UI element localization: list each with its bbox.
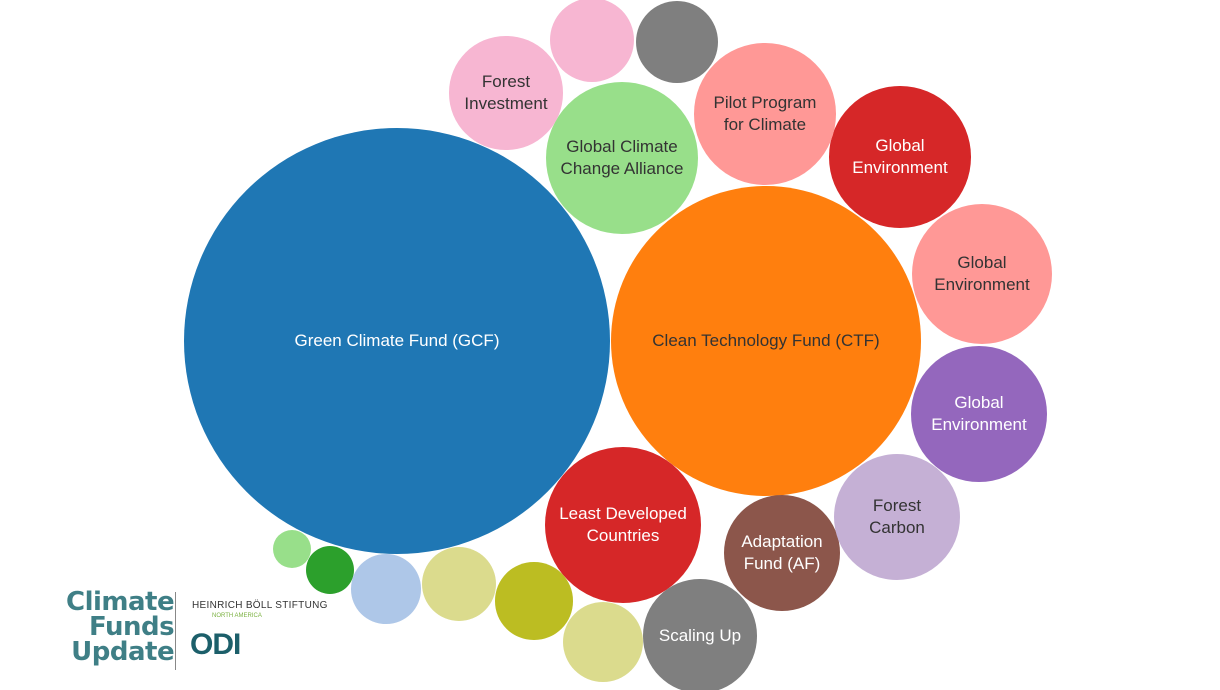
bubble: Global Climate Change Alliance (545, 81, 699, 235)
bubble: Pilot Program for Climate (694, 43, 836, 185)
bubble (305, 545, 355, 595)
bubble: Forest Investment (449, 36, 563, 150)
logo-text: Funds (89, 612, 175, 642)
logo-odi: ODI (190, 628, 241, 661)
bubble (563, 602, 643, 682)
bubble: Green Climate Fund (GCF) (183, 127, 611, 555)
bubble: Adaptation Fund (AF) (723, 494, 841, 612)
bubble: Global Environment (912, 204, 1052, 344)
bubble-label: Forest Carbon (869, 495, 925, 537)
bubble (549, 0, 635, 83)
bubble: Global Environment (829, 86, 971, 228)
logo-separator (175, 592, 176, 670)
bubble (421, 546, 497, 622)
bubble-label: Clean Technology Fund (CTF) (652, 330, 880, 350)
bubble: Forest Carbon (833, 453, 961, 581)
bubble (495, 562, 573, 640)
bubble: Clean Technology Fund (CTF) (611, 186, 921, 496)
bubble: Scaling Up (643, 579, 757, 690)
bubble: Global Environment (911, 346, 1047, 482)
bubble (635, 0, 719, 84)
bubble-label: Green Climate Fund (GCF) (294, 330, 500, 350)
bubble (273, 530, 311, 568)
logo-climate-funds-update: Climate Funds Update (66, 587, 175, 667)
bubble-label: Global Climate Change Alliance (560, 136, 684, 178)
bubble-label: Least Developed Countries (559, 503, 687, 545)
bubble-label: Pilot Program for Climate (713, 92, 817, 134)
bubble-label: Forest Investment (464, 71, 548, 113)
bubble: Least Developed Countries (544, 446, 702, 604)
bubble-label: Global Environment (931, 392, 1027, 434)
bubble-label: Global Environment (852, 135, 948, 177)
bubble (351, 554, 421, 624)
logo-boell-sub: NORTH AMERICA (212, 613, 262, 619)
bubble-label: Global Environment (934, 253, 1030, 294)
logo-text: Climate (66, 587, 175, 617)
logo-boell: HEINRICH BÖLL STIFTUNG (192, 600, 328, 611)
logo-text: Update (71, 637, 175, 667)
bubble-label: Adaptation Fund (AF) (741, 531, 823, 573)
bubble-label: Scaling Up (658, 625, 742, 645)
